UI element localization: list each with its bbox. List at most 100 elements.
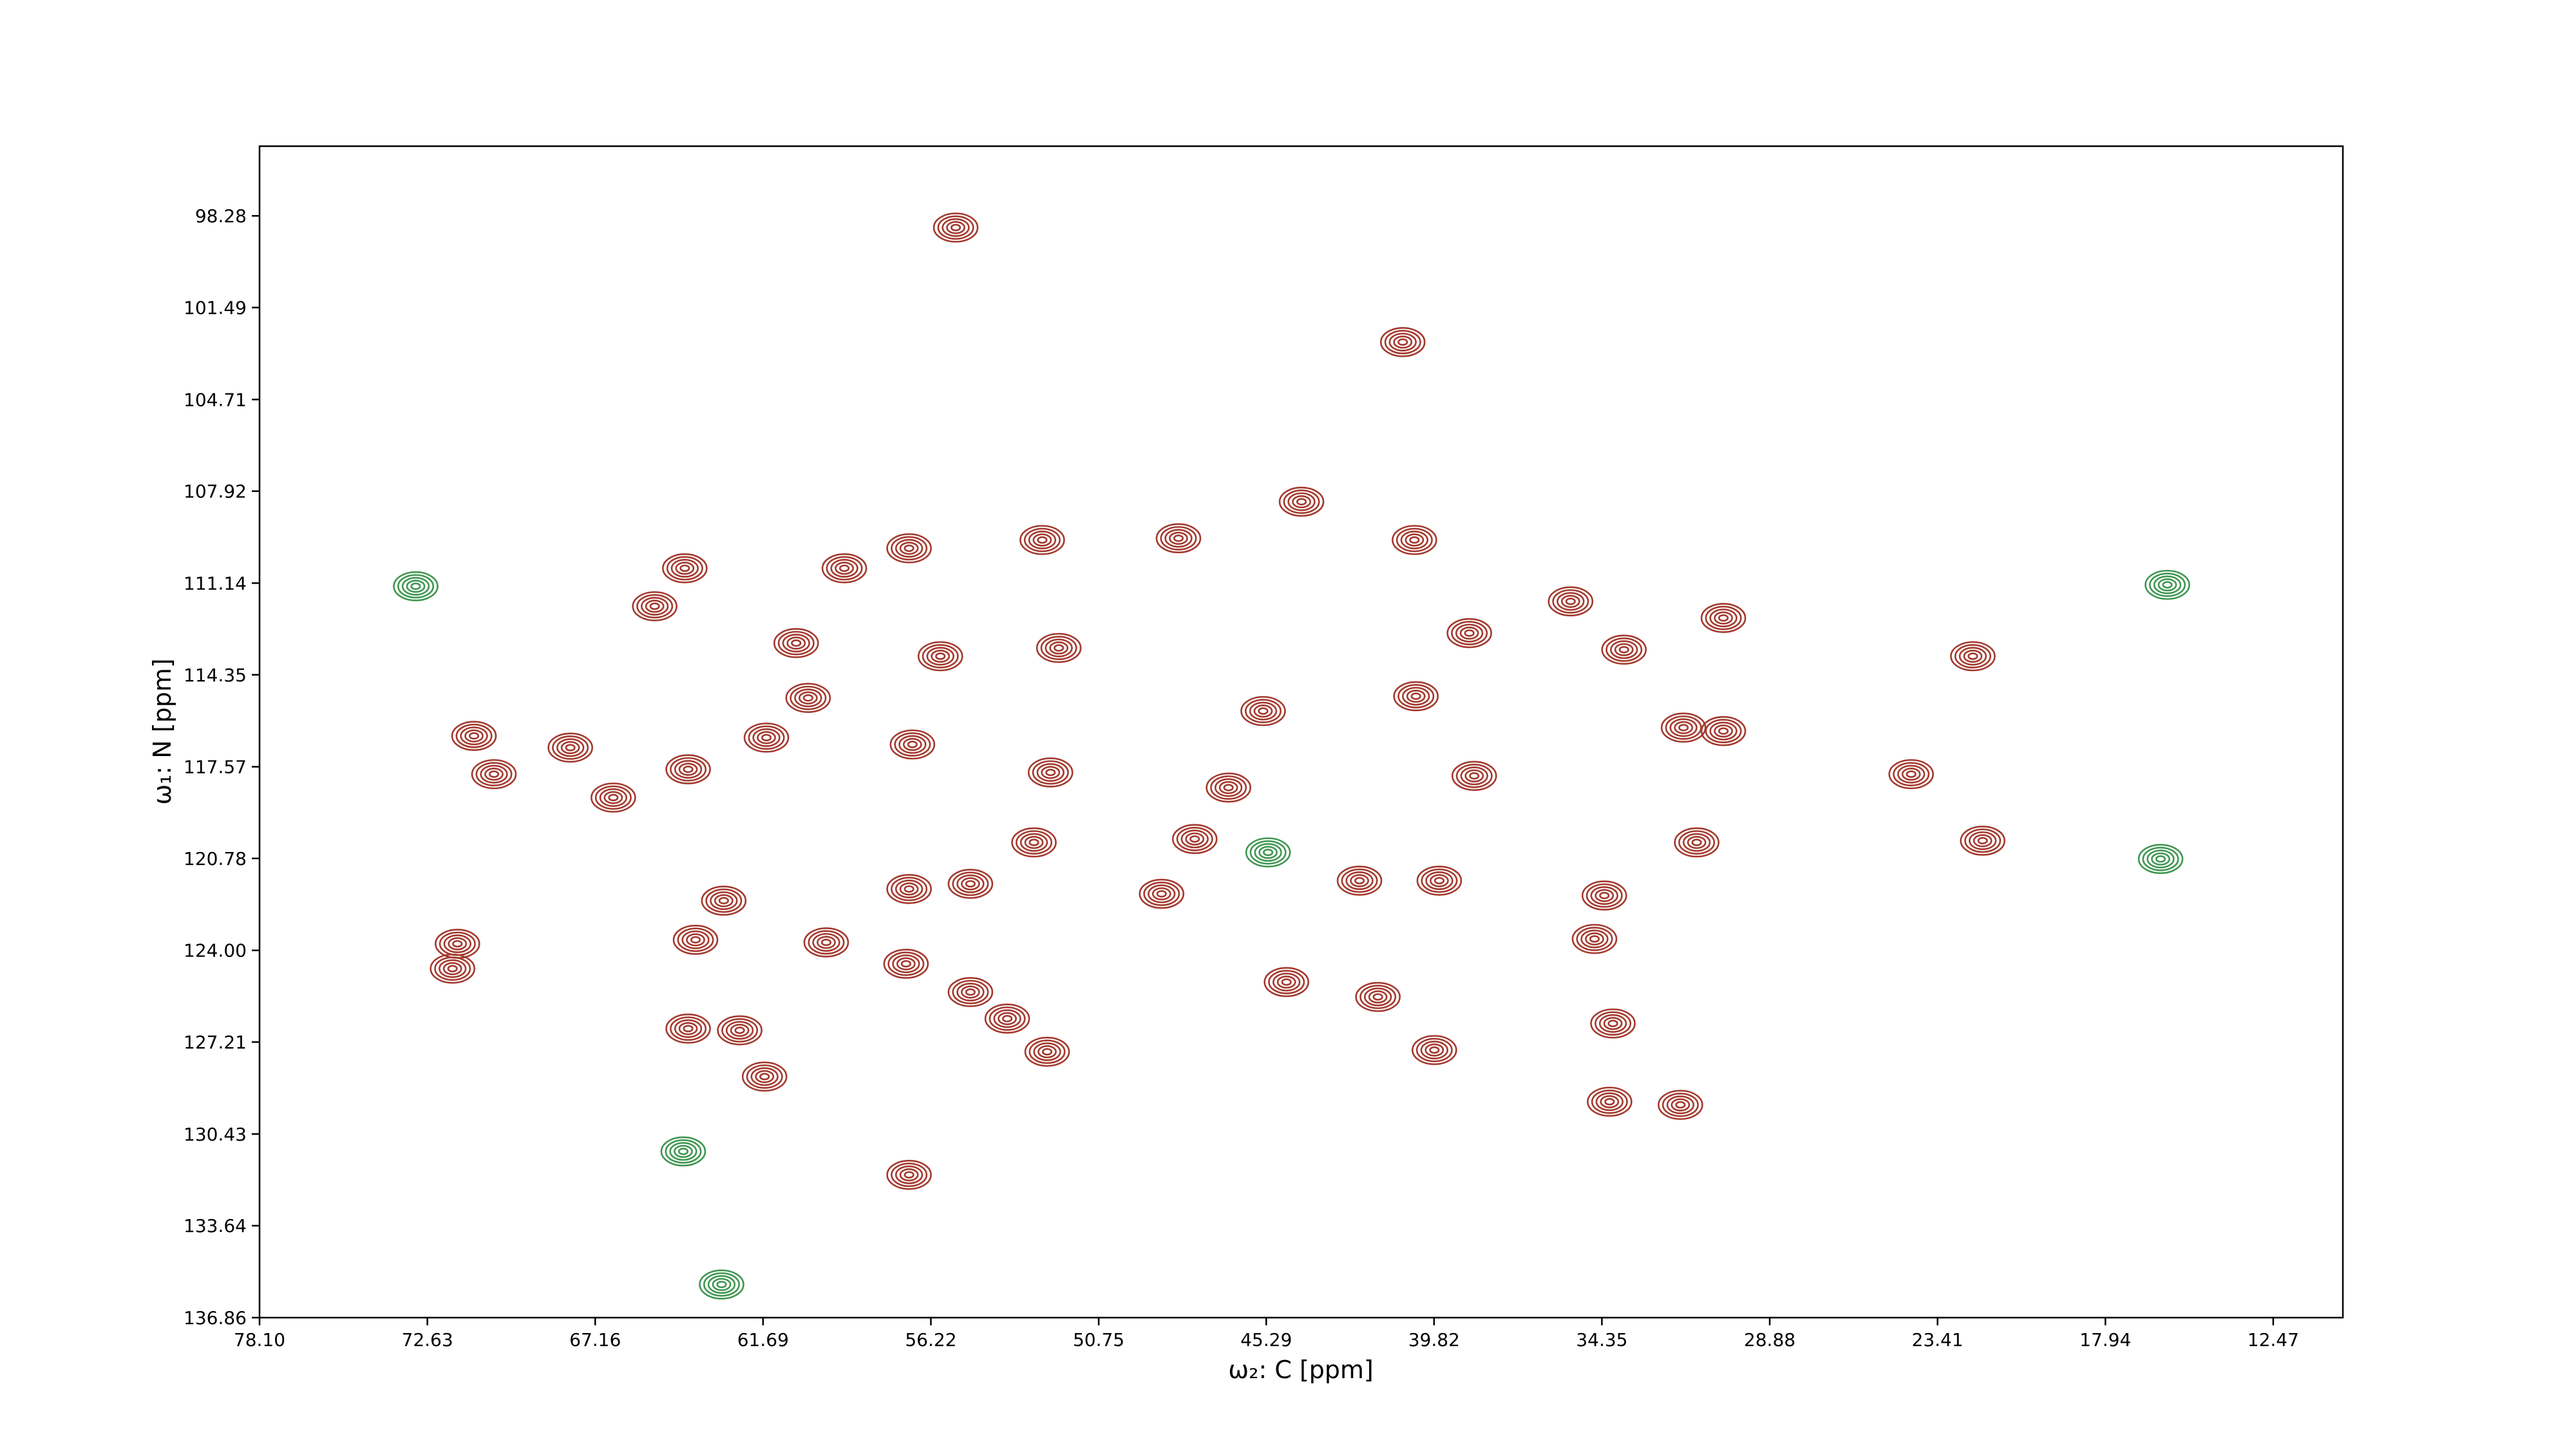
contour-level	[1455, 623, 1484, 643]
negative-peak	[2137, 844, 2184, 875]
y-tick-label: 130.43	[184, 1124, 247, 1145]
contour-level	[1446, 618, 1492, 649]
contour-level	[1960, 826, 2005, 856]
contour-level	[410, 582, 421, 591]
positive-peak	[883, 949, 929, 979]
contour-level	[1618, 646, 1629, 654]
contour-area	[393, 213, 2190, 1300]
contour-level	[759, 1073, 770, 1081]
contour-level	[1565, 598, 1576, 605]
contour-level	[471, 759, 517, 790]
x-tick-label: 34.35	[1576, 1329, 1627, 1350]
positive-peak	[717, 1015, 762, 1046]
contour-level	[896, 957, 916, 971]
positive-peak	[1674, 827, 1719, 858]
contour-level	[1388, 332, 1417, 352]
x-tick-label: 67.16	[569, 1329, 621, 1350]
x-tick-label: 12.47	[2248, 1329, 2299, 1350]
contour-level	[1687, 836, 1707, 849]
x-tick-label: 17.94	[2079, 1329, 2131, 1350]
contour-level	[1675, 1101, 1686, 1109]
contour-level	[1173, 535, 1184, 542]
contour-level	[755, 1070, 775, 1083]
contour-level	[665, 754, 711, 784]
positive-peak	[773, 628, 819, 658]
contour-level	[1258, 846, 1278, 859]
negative-peak	[393, 571, 439, 601]
contour-level	[1590, 1008, 1636, 1039]
contour-level	[717, 1015, 762, 1046]
contour-level	[1001, 1015, 1013, 1023]
y-tick-label: 101.49	[184, 298, 247, 319]
contour-level	[690, 936, 701, 944]
contour-level	[1666, 1095, 1695, 1115]
contour-level	[1054, 644, 1065, 652]
contour-level	[1964, 828, 2002, 853]
contour-level	[435, 929, 480, 959]
contour-level	[1028, 838, 1039, 846]
contour-level	[464, 729, 484, 743]
positive-peak	[1658, 1090, 1703, 1120]
positive-peak	[1950, 641, 1996, 672]
contour-level	[904, 544, 914, 553]
contour-level	[1610, 640, 1638, 659]
positive-peak	[886, 533, 932, 564]
contour-level	[670, 757, 707, 782]
contour-level	[1682, 833, 1711, 852]
contour-level	[1660, 712, 1707, 743]
positive-peak	[1024, 1036, 1070, 1067]
contour-level	[886, 1159, 932, 1190]
contour-level	[1576, 927, 1613, 951]
contour-level	[683, 1025, 694, 1032]
contour-level	[1967, 652, 1978, 660]
contour-level	[1552, 589, 1589, 614]
positive-peak	[1411, 1035, 1457, 1065]
contour-level	[1603, 1017, 1623, 1030]
contour-level	[1292, 495, 1311, 509]
contour-level	[608, 793, 619, 802]
contour-level	[1897, 764, 1926, 784]
contour-level	[937, 215, 974, 240]
positive-peak	[451, 721, 497, 752]
contour-level	[889, 729, 936, 760]
contour-level	[1287, 492, 1316, 511]
contour-level	[1045, 638, 1073, 658]
contour-level	[1464, 629, 1475, 637]
contour-level	[447, 965, 458, 972]
contour-level	[703, 1272, 741, 1297]
contour-level	[1037, 536, 1048, 544]
x-tick-label: 50.75	[1073, 1329, 1124, 1350]
contour-level	[1595, 1011, 1632, 1036]
contour-level	[645, 600, 665, 613]
positive-peak	[1139, 878, 1185, 909]
contour-level	[1585, 932, 1604, 946]
contour-level	[1032, 533, 1052, 547]
contour-level	[899, 882, 919, 896]
contour-level	[401, 576, 430, 596]
contour-level	[894, 732, 931, 757]
positive-peak	[1660, 712, 1707, 743]
contour-level	[1258, 707, 1269, 715]
contour-level	[677, 1148, 689, 1155]
positive-peak	[1587, 1086, 1633, 1117]
positive-peak	[886, 874, 932, 904]
contour-level	[984, 1003, 1030, 1034]
contour-level	[1595, 889, 1615, 902]
contour-level	[1244, 699, 1282, 724]
contour-level	[1718, 727, 1729, 735]
contour-level	[886, 533, 932, 564]
contour-level	[1586, 883, 1623, 908]
contour-level	[817, 936, 836, 949]
contour-level	[1469, 772, 1480, 780]
contour-level	[956, 982, 985, 1001]
contour-level	[1363, 987, 1392, 1007]
contour-level	[782, 634, 810, 653]
contour-level	[820, 938, 832, 947]
contour-level	[1893, 762, 1930, 787]
positive-peak	[1036, 632, 1082, 663]
contour-level	[660, 1136, 706, 1167]
contour-level	[674, 760, 703, 779]
contour-level	[777, 630, 815, 656]
contour-level	[961, 877, 980, 891]
